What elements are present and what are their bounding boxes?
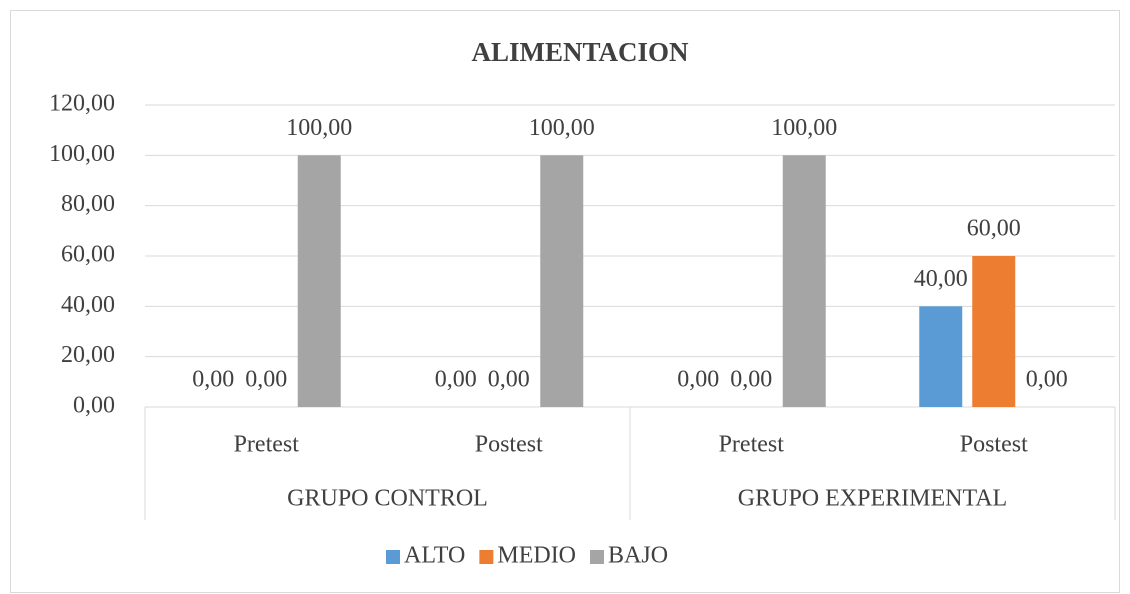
y-tick-label: 20,00 bbox=[61, 342, 115, 368]
bar bbox=[919, 306, 963, 407]
data-label: 0,00 bbox=[1026, 367, 1068, 393]
data-label: 100,00 bbox=[286, 115, 352, 141]
y-tick-label: 40,00 bbox=[61, 292, 115, 318]
bar bbox=[297, 155, 341, 407]
y-tick-label: 120,00 bbox=[49, 91, 115, 117]
group-label: GRUPO CONTROL bbox=[287, 486, 488, 512]
data-label: 0,00 bbox=[192, 367, 234, 393]
data-label: 0,00 bbox=[730, 367, 772, 393]
legend-swatch bbox=[386, 550, 400, 564]
data-label: 100,00 bbox=[529, 115, 595, 141]
chart-border bbox=[10, 10, 1120, 593]
data-label: 0,00 bbox=[245, 367, 287, 393]
legend-label: MEDIO bbox=[497, 543, 576, 569]
data-label: 0,00 bbox=[677, 367, 719, 393]
bar bbox=[540, 155, 584, 407]
y-tick-label: 80,00 bbox=[61, 191, 115, 217]
legend-swatch bbox=[479, 550, 494, 564]
data-label: 0,00 bbox=[488, 367, 530, 393]
bar bbox=[782, 155, 826, 407]
chart-title: ALIMENTACION bbox=[471, 37, 689, 67]
x-tick-label: Postest bbox=[960, 432, 1028, 458]
group-label: GRUPO EXPERIMENTAL bbox=[738, 486, 1007, 512]
y-tick-label: 60,00 bbox=[61, 242, 115, 268]
data-label: 0,00 bbox=[435, 367, 477, 393]
x-tick-label: Pretest bbox=[719, 432, 785, 458]
legend-label: BAJO bbox=[608, 543, 668, 569]
data-label: 60,00 bbox=[967, 216, 1021, 242]
y-tick-label: 0,00 bbox=[73, 393, 115, 419]
x-tick-label: Pretest bbox=[234, 432, 300, 458]
legend-label: ALTO bbox=[404, 543, 465, 569]
data-label: 100,00 bbox=[771, 115, 837, 141]
data-label: 40,00 bbox=[914, 266, 968, 292]
y-tick-label: 100,00 bbox=[49, 141, 115, 167]
legend-swatch bbox=[590, 550, 605, 564]
bar bbox=[972, 256, 1016, 407]
x-tick-label: Postest bbox=[475, 432, 543, 458]
